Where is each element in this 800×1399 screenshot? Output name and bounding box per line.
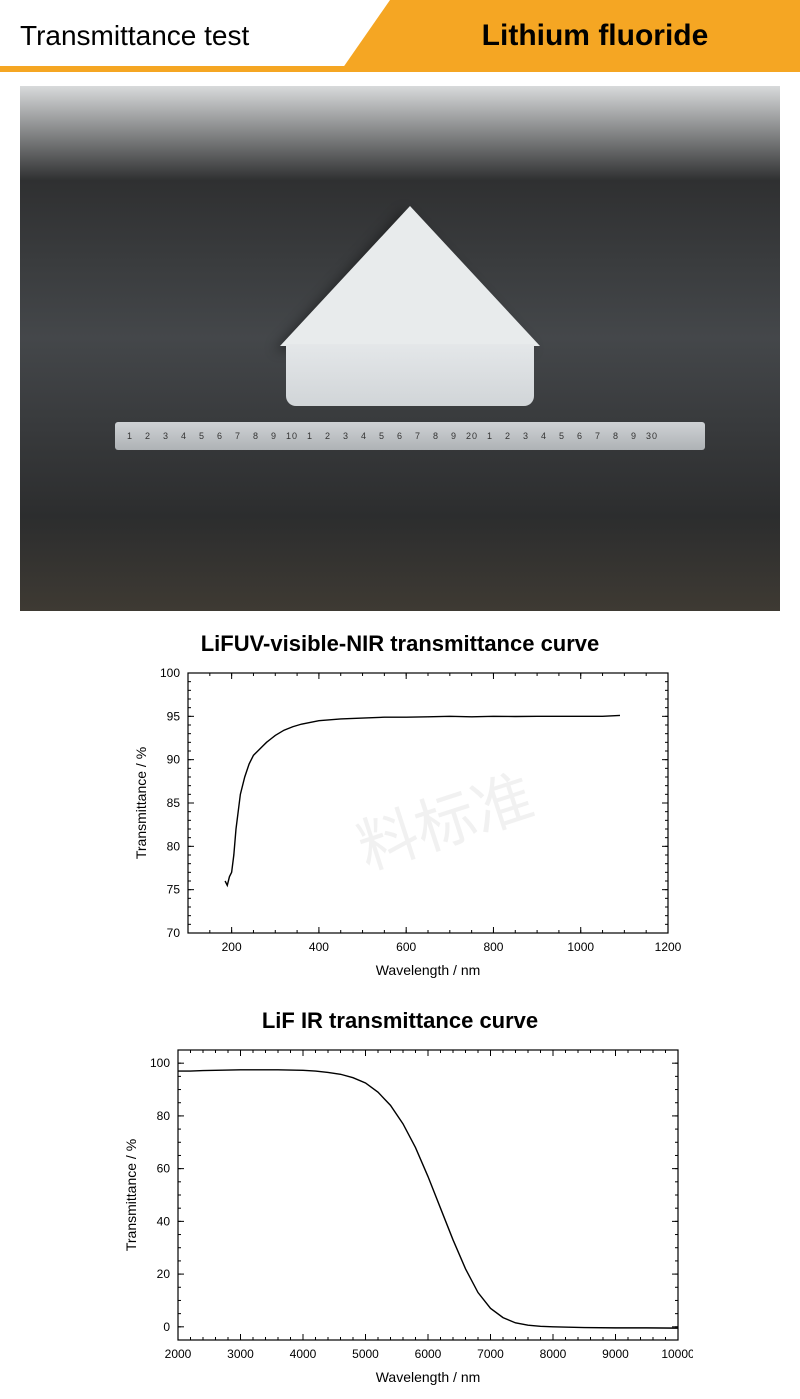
svg-text:100: 100	[149, 1056, 169, 1070]
svg-text:Transmittance / %: Transmittance / %	[123, 1139, 139, 1251]
chart2-svg-wrap: 2000 3000 4000 5000 6000 7000 8000 9000 10000 0 20…	[108, 1040, 693, 1395]
svg-text:Wavelength / nm: Wavelength / nm	[375, 962, 480, 978]
banner-left-title: Transmittance test	[20, 20, 390, 52]
chart1-svg-wrap: 料标准 200 400 600 800 1000 1200 70 75 80 85 90 95 100 Wa…	[118, 663, 683, 988]
svg-text:600: 600	[396, 940, 416, 954]
svg-text:4000: 4000	[289, 1347, 316, 1361]
svg-text:60: 60	[156, 1162, 170, 1176]
svg-text:400: 400	[308, 940, 328, 954]
chart2-svg: 2000 3000 4000 5000 6000 7000 8000 9000 10000 0 20…	[108, 1040, 693, 1390]
svg-text:Wavelength / nm: Wavelength / nm	[375, 1369, 480, 1385]
banner-underline	[0, 66, 350, 72]
banner-left: Transmittance test	[0, 0, 390, 72]
chart1-svg: 料标准 200 400 600 800 1000 1200 70 75 80 85 90 95 100 Wa…	[118, 663, 683, 983]
svg-text:6000: 6000	[414, 1347, 441, 1361]
svg-text:1000: 1000	[567, 940, 594, 954]
svg-text:3000: 3000	[227, 1347, 254, 1361]
chart2-title: LiF IR transmittance curve	[0, 1008, 800, 1034]
svg-text:95: 95	[166, 709, 180, 723]
svg-text:100: 100	[159, 666, 179, 680]
svg-text:80: 80	[156, 1109, 170, 1123]
chart1-title: LiFUV-visible-NIR transmittance curve	[0, 631, 800, 657]
svg-text:75: 75	[166, 883, 180, 897]
svg-text:70: 70	[166, 926, 180, 940]
svg-text:料标准: 料标准	[349, 763, 541, 882]
svg-text:9000: 9000	[602, 1347, 629, 1361]
svg-text:85: 85	[166, 796, 180, 810]
svg-text:200: 200	[221, 940, 241, 954]
svg-text:0: 0	[163, 1320, 170, 1334]
svg-text:2000: 2000	[164, 1347, 191, 1361]
svg-text:Transmittance / %: Transmittance / %	[133, 747, 149, 859]
svg-text:8000: 8000	[539, 1347, 566, 1361]
svg-text:7000: 7000	[477, 1347, 504, 1361]
crystal-shape	[280, 206, 540, 416]
crystal-photo: 123456789101234567892012345678930	[20, 86, 780, 611]
svg-text:20: 20	[156, 1267, 170, 1281]
svg-text:5000: 5000	[352, 1347, 379, 1361]
banner: Transmittance test Lithium fluoride	[0, 0, 800, 72]
ruler: 123456789101234567892012345678930	[115, 422, 705, 450]
chart1-block: LiFUV-visible-NIR transmittance curve 料标…	[0, 631, 800, 988]
svg-text:40: 40	[156, 1214, 170, 1228]
svg-text:80: 80	[166, 839, 180, 853]
svg-text:90: 90	[166, 753, 180, 767]
chart2-block: LiF IR transmittance curve 2000 3000 4000 5…	[0, 1008, 800, 1395]
banner-right-title: Lithium fluoride	[482, 19, 709, 53]
svg-text:10000: 10000	[661, 1347, 693, 1361]
banner-right: Lithium fluoride	[390, 0, 800, 72]
svg-text:800: 800	[483, 940, 503, 954]
svg-text:1200: 1200	[654, 940, 681, 954]
